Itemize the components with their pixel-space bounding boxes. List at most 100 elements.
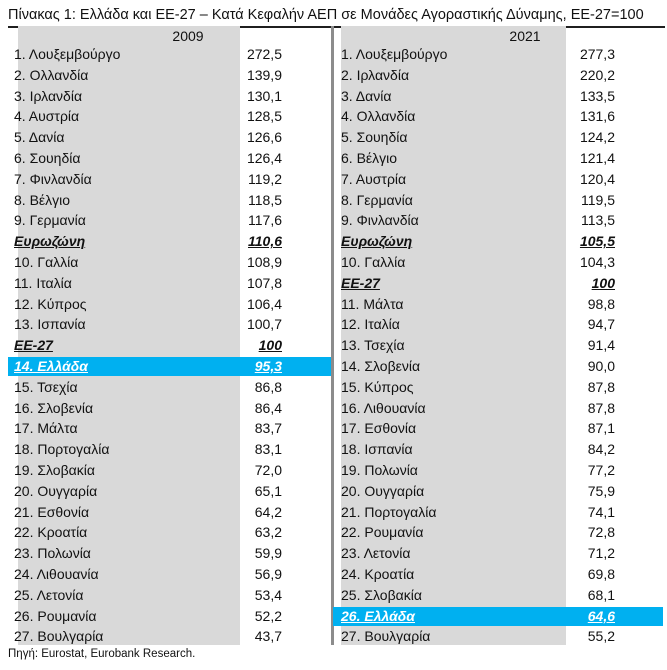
country-name: 11. Μάλτα: [341, 295, 404, 312]
gdp-value: 277,3: [579, 46, 615, 62]
column-panel-2009: 2009 1. Λουξεμβούργο 272,5 2. Ολλανδία 139,…: [8, 26, 332, 647]
gdp-value: 118,5: [248, 191, 282, 208]
table-row: 13. Τσεχία 91,4: [335, 335, 665, 356]
table-top-border: [8, 26, 665, 28]
table-row: ΕΕ-27 100: [335, 273, 665, 294]
table-row: 7. Αυστρία 120,4: [335, 169, 665, 190]
country-name: 4. Αυστρία: [14, 108, 80, 125]
table-row: 3. Δανία 133,5: [335, 86, 665, 107]
country-name: 6. Βέλγιο: [341, 149, 398, 166]
country-name: 20. Ουγγαρία: [341, 482, 425, 499]
gdp-value: 53,4: [254, 586, 282, 603]
gdp-value: 119,2: [248, 170, 282, 187]
rows-2009: 1. Λουξεμβούργο 272,5 2. Ολλανδία 139,9 3. Ι…: [8, 44, 332, 647]
country-name: 2. Ολλανδία: [14, 66, 89, 83]
country-name: 16. Σλοβενία: [14, 399, 94, 416]
gdp-value: 77,2: [587, 461, 615, 478]
country-name: 27. Βουλγαρία: [14, 628, 104, 645]
gdp-value: 126,6: [246, 129, 282, 146]
gdp-value: 95,3: [254, 357, 282, 374]
gdp-value: 100: [258, 337, 282, 354]
country-name: 2. Ιρλανδία: [341, 66, 410, 83]
year-header: 2021: [509, 28, 541, 44]
gdp-value: 100,7: [246, 316, 282, 333]
gdp-value: 87,1: [587, 420, 615, 437]
table-row: 1. Λουξεμβούργο 277,3: [335, 44, 665, 65]
table-row: 5. Σουηδία 124,2: [335, 127, 665, 148]
table-row: 20. Ουγγαρία 75,9: [335, 481, 665, 502]
country-name: 7. Φινλανδία: [14, 170, 92, 187]
gdp-value: 130,1: [246, 87, 282, 104]
country-name: 15. Κύπρος: [341, 378, 414, 395]
table-row: 6. Σουηδία 126,4: [8, 148, 328, 169]
gdp-value: 74,1: [587, 503, 615, 520]
table-row: 17. Εσθονία 87,1: [335, 418, 665, 439]
gdp-value: 139,9: [246, 66, 282, 83]
gdp-value: 124,2: [579, 129, 615, 146]
country-name: 5. Δανία: [14, 129, 65, 146]
gdp-value: 133,5: [579, 87, 615, 104]
country-name: ΕΕ-27: [341, 274, 380, 291]
gdp-value: 84,2: [587, 441, 615, 458]
table-row: Ευρωζώνη 110,6: [8, 231, 328, 252]
country-name: 9. Γερμανία: [14, 212, 86, 229]
value-shade: [18, 26, 240, 645]
table-row: 8. Βέλγιο 118,5: [8, 190, 328, 211]
gdp-value: 43,7: [254, 628, 282, 645]
table-row: 18. Ισπανία 84,2: [335, 439, 665, 460]
rows-2021: 1. Λουξεμβούργο 277,3 2. Ιρλανδία 220,2 3. Δ…: [333, 44, 665, 647]
country-name: Ευρωζώνη: [341, 233, 413, 250]
table-row: 18. Πορτογαλία 83,1: [8, 439, 328, 460]
table-row: 11. Ιταλία 107,8: [8, 273, 328, 294]
table-row: ΕΕ-27 100: [8, 335, 328, 356]
gdp-ranking-table: 2009 1. Λουξεμβούργο 272,5 2. Ολλανδία 139,…: [8, 26, 665, 645]
country-name: 9. Φινλανδία: [341, 212, 419, 229]
table-row: 25. Σλοβακία 68,1: [335, 585, 665, 606]
gdp-value: 72,8: [587, 524, 615, 541]
country-name: 22. Κροατία: [14, 524, 88, 541]
table-row: 8. Γερμανία 119,5: [335, 190, 665, 211]
table-row: 10. Γαλλία 108,9: [8, 252, 328, 273]
gdp-value: 87,8: [587, 399, 615, 416]
table-row: 13. Ισπανία 100,7: [8, 314, 328, 335]
table-row: 26. Ρουμανία 52,2: [8, 606, 328, 627]
country-name: 1. Λουξεμβούργο: [14, 46, 121, 62]
country-name: 16. Λιθουανία: [341, 399, 426, 416]
country-name: 14. Ελλάδα: [14, 357, 88, 374]
country-name: 24. Κροατία: [341, 565, 415, 582]
gdp-value: 131,6: [579, 108, 615, 125]
gdp-value: 121,4: [579, 149, 615, 166]
country-name: 11. Ιταλία: [14, 274, 72, 291]
country-name: 19. Σλοβακία: [14, 461, 95, 478]
gdp-value: 119,5: [581, 191, 615, 208]
country-name: 24. Λιθουανία: [14, 565, 99, 582]
country-name: 3. Δανία: [341, 87, 392, 104]
table-title: Πίνακας 1: Ελλάδα και ΕΕ-27 – Κατά Κεφαλ…: [8, 7, 644, 23]
table-row: 21. Εσθονία 64,2: [8, 502, 328, 523]
country-name: 25. Λετονία: [14, 586, 84, 603]
table-row: 16. Λιθουανία 87,8: [335, 398, 665, 419]
gdp-value: 55,2: [587, 628, 615, 645]
gdp-value: 86,8: [254, 378, 282, 395]
table-row: 10. Γαλλία 104,3: [335, 252, 665, 273]
table-row: 26. Ελλάδα 64,6: [333, 606, 665, 627]
table-row: 3. Ιρλανδία 130,1: [8, 86, 328, 107]
country-name: 27. Βουλγαρία: [341, 628, 431, 645]
table-row: 2. Ιρλανδία 220,2: [335, 65, 665, 86]
table-row: 17. Μάλτα 83,7: [8, 418, 328, 439]
table-row: 11. Μάλτα 98,8: [335, 294, 665, 315]
gdp-value: 105,5: [579, 233, 615, 250]
gdp-value: 113,5: [581, 212, 615, 229]
gdp-value: 52,2: [254, 607, 282, 624]
table-row: 9. Γερμανία 117,6: [8, 210, 328, 231]
country-name: 21. Πορτογαλία: [341, 503, 437, 520]
table-row: 23. Λετονία 71,2: [335, 543, 665, 564]
table-row: 15. Κύπρος 87,8: [335, 377, 665, 398]
country-name: 23. Λετονία: [341, 545, 411, 562]
country-name: 7. Αυστρία: [341, 170, 407, 187]
gdp-value: 272,5: [246, 46, 282, 62]
table-row: 25. Λετονία 53,4: [8, 585, 328, 606]
country-name: ΕΕ-27: [14, 337, 53, 354]
gdp-value: 87,8: [587, 378, 615, 395]
country-name: 19. Πολωνία: [341, 461, 418, 478]
